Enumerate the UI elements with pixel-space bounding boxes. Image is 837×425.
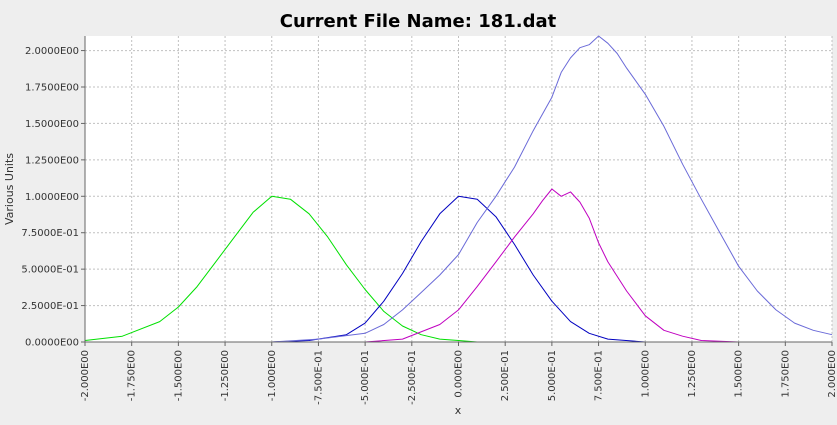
y-tick-label: 1.2500E00 bbox=[25, 155, 79, 166]
x-tick-label: -2.000E00 bbox=[80, 350, 91, 401]
x-tick-label: -1.250E00 bbox=[220, 350, 231, 401]
x-tick-label: -7.500E-01 bbox=[313, 350, 324, 405]
x-axis-label: x bbox=[455, 404, 462, 417]
x-tick-label: -1.000E00 bbox=[267, 350, 278, 401]
series-layer bbox=[84, 35, 833, 343]
y-tick-layer: 0.0000E00 2.5000E-01 5.0000E-01 7.5000E-01 1… bbox=[21, 46, 85, 349]
y-tick-label: 0.0000E00 bbox=[25, 338, 79, 349]
x-tick-label: 1.500E00 bbox=[734, 350, 745, 398]
x-tick-label: -1.500E00 bbox=[173, 350, 184, 401]
y-tick-label: 2.5000E-01 bbox=[21, 301, 79, 312]
x-tick-label: 1.250E00 bbox=[687, 350, 698, 398]
x-tick-label: -2.500E-01 bbox=[407, 350, 418, 405]
y-tick-label: 5.0000E-01 bbox=[21, 265, 79, 276]
x-tick-label: 7.500E-01 bbox=[594, 350, 605, 401]
series-line-3 bbox=[271, 35, 833, 343]
series-line-4 bbox=[365, 188, 795, 343]
series-line-1 bbox=[84, 195, 515, 343]
x-tick-label: 1.000E00 bbox=[640, 350, 651, 398]
y-axis-label: Various Units bbox=[3, 153, 16, 225]
y-tick-label: 1.5000E00 bbox=[25, 119, 79, 130]
y-tick-label: 7.5000E-01 bbox=[21, 228, 79, 239]
x-tick-label: 0.000E00 bbox=[454, 350, 465, 398]
y-tick-label: 2.0000E00 bbox=[25, 46, 79, 57]
chart-title: Current File Name: 181.dat bbox=[280, 11, 557, 32]
x-tick-layer: -2.000E00 -1.750E00 -1.500E00 -1.250E00 -1.0… bbox=[80, 342, 837, 405]
x-tick-label: 2.000E00 bbox=[827, 350, 837, 398]
y-tick-label: 1.7500E00 bbox=[25, 83, 79, 94]
x-tick-label: -5.000E-01 bbox=[360, 350, 371, 405]
x-tick-label: 1.750E00 bbox=[780, 350, 791, 398]
x-tick-label: -1.750E00 bbox=[127, 350, 138, 401]
x-tick-label: 2.500E-01 bbox=[500, 350, 511, 401]
x-tick-label: 5.000E-01 bbox=[547, 350, 558, 401]
y-tick-label: 1.0000E00 bbox=[25, 192, 79, 203]
grid-layer bbox=[84, 36, 833, 343]
